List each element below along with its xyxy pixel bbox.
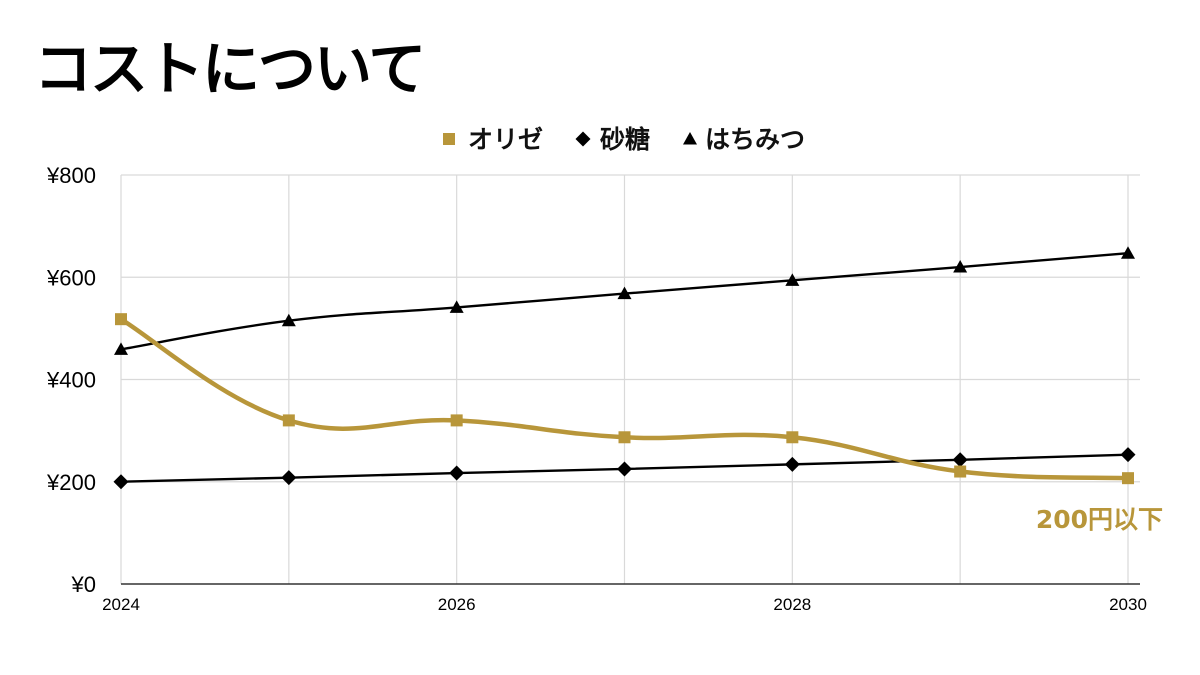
y-tick-label: ¥800 <box>46 163 96 188</box>
y-tick-label: ¥600 <box>46 265 96 290</box>
legend-label-3: はちみつ <box>705 125 805 154</box>
data-point-series-1 <box>618 431 631 444</box>
data-point-series-2 <box>617 461 632 477</box>
legend: オリゼ 砂糖 はちみつ <box>443 125 805 154</box>
data-point-series-3 <box>114 342 128 355</box>
legend-marker-2 <box>575 131 591 147</box>
page-title: コストについて <box>34 35 426 103</box>
data-point-series-1 <box>1122 472 1134 485</box>
data-point-series-2 <box>952 452 968 468</box>
x-tick-label: 2030 <box>1109 595 1147 614</box>
data-point-series-3 <box>1121 246 1135 259</box>
annotation-layer: 200円以下 <box>1036 505 1163 534</box>
data-point-series-3 <box>785 273 800 286</box>
x-tick-label: 2024 <box>102 595 140 614</box>
annotation-label: 200円以下 <box>1036 505 1163 534</box>
data-point-series-3 <box>617 286 632 300</box>
y-tick-label: ¥200 <box>46 470 96 495</box>
data-point-series-1 <box>954 465 967 478</box>
legend-label-1: オリゼ <box>468 125 543 154</box>
data-point-series-3 <box>953 260 968 273</box>
data-point-series-1 <box>115 313 127 326</box>
data-point-series-2 <box>281 470 297 486</box>
data-point-series-2 <box>784 456 800 472</box>
legend-marker-1 <box>443 133 455 145</box>
x-tick-label: 2026 <box>438 595 476 614</box>
data-point-series-1 <box>282 414 295 427</box>
data-point-series-2 <box>1120 447 1136 463</box>
grid-layer <box>120 174 1140 584</box>
data-point-series-2 <box>113 474 129 490</box>
data-point-series-3 <box>449 300 464 313</box>
data-point-series-3 <box>281 313 296 327</box>
data-point-series-1 <box>786 431 799 444</box>
data-point-series-1 <box>450 414 463 427</box>
x-tick-label: 2028 <box>773 595 811 614</box>
axis-layer: ¥0 ¥200 ¥400 ¥600 ¥800 2024 2026 2028 2030 <box>46 163 1147 614</box>
data-point-series-2 <box>449 465 465 481</box>
legend-marker-3 <box>683 132 697 145</box>
y-tick-label: ¥0 <box>71 572 96 597</box>
legend-label-2: 砂糖 <box>600 125 650 154</box>
series-layer <box>113 246 1136 490</box>
y-tick-label: ¥400 <box>46 368 96 393</box>
